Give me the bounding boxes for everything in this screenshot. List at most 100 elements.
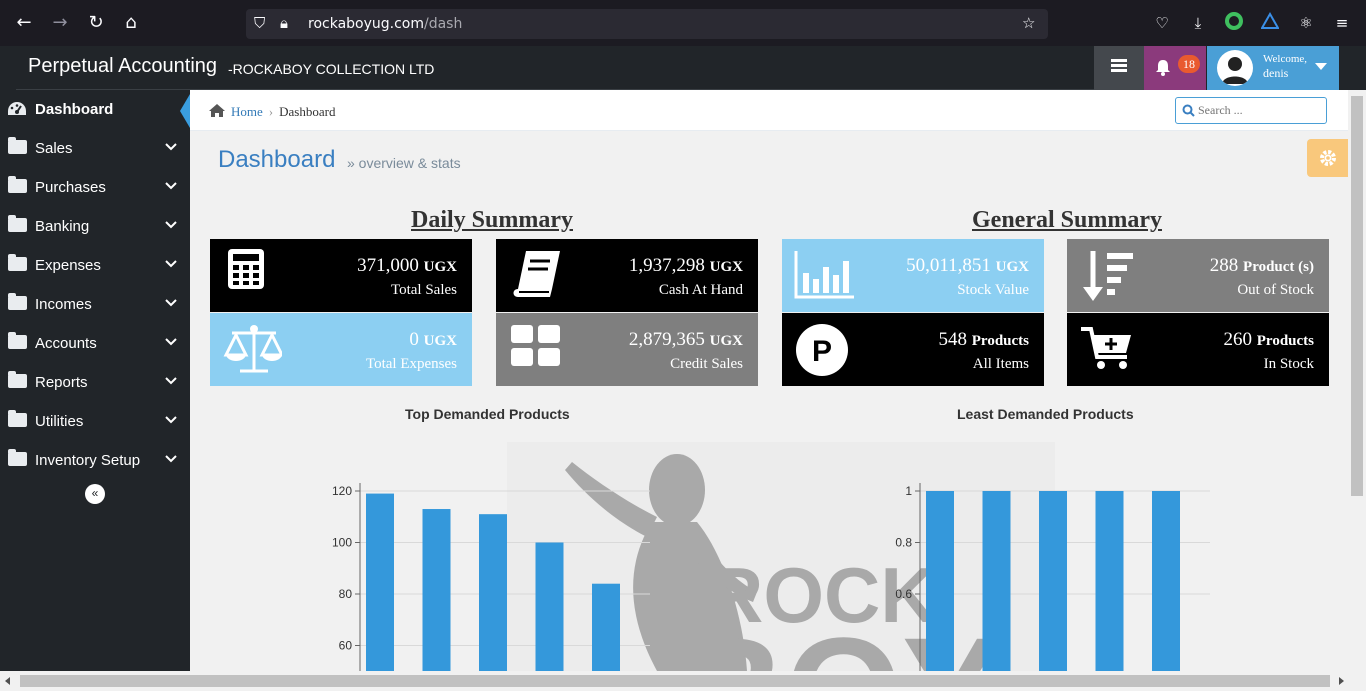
bar[interactable] bbox=[535, 542, 564, 672]
card-total-sales[interactable]: 371,000 UGX Total Sales bbox=[210, 239, 472, 312]
extension-triangle-icon[interactable] bbox=[1259, 11, 1281, 34]
bar[interactable] bbox=[592, 583, 620, 671]
react-devtools-icon[interactable]: ⚛ bbox=[1299, 14, 1313, 32]
scroll-left-icon[interactable] bbox=[5, 677, 10, 685]
back-icon[interactable]: ← bbox=[16, 12, 32, 33]
bar[interactable] bbox=[422, 509, 451, 671]
sidebar-item-label: Expenses bbox=[35, 257, 101, 274]
download-icon[interactable]: ⤓ bbox=[1194, 14, 1202, 32]
search-box[interactable] bbox=[1175, 97, 1327, 124]
sidebar-collapse-button[interactable]: « bbox=[85, 484, 105, 504]
sidebar-item-sales[interactable]: Sales bbox=[0, 129, 190, 168]
card-value: 371,000 UGX bbox=[357, 255, 457, 276]
vertical-scrollbar-thumb[interactable] bbox=[1351, 96, 1363, 496]
gear-icon bbox=[1320, 150, 1336, 166]
breadcrumb-home-link[interactable]: Home bbox=[231, 104, 263, 119]
chevron-down-icon bbox=[165, 182, 177, 190]
card-label: Total Sales bbox=[390, 282, 457, 298]
active-indicator bbox=[180, 94, 190, 128]
sidebar-item-incomes[interactable]: Incomes bbox=[0, 285, 190, 324]
main-content: Home › Dashboard Dashboard » overview & st… bbox=[190, 90, 1348, 671]
y-tick-label: 1 bbox=[905, 484, 912, 498]
bar[interactable] bbox=[982, 491, 1011, 671]
sidebar-item-expenses[interactable]: Expenses bbox=[0, 246, 190, 285]
theme-settings-button[interactable] bbox=[1307, 139, 1348, 177]
bar[interactable] bbox=[926, 491, 954, 671]
sidebar-item-reports[interactable]: Reports bbox=[0, 363, 190, 402]
chevron-down-icon bbox=[165, 338, 177, 346]
bar[interactable] bbox=[366, 493, 394, 671]
url-text[interactable]: rockaboyug.com/dash bbox=[308, 16, 463, 32]
folder-icon bbox=[8, 254, 27, 271]
app-menu-icon[interactable]: ≡ bbox=[1335, 14, 1349, 32]
lock-icon[interactable]: 🔒︎ bbox=[280, 14, 288, 32]
bookmark-star-icon[interactable]: ☆ bbox=[1022, 14, 1036, 32]
card-value: 548 Products bbox=[938, 329, 1029, 350]
quick-menu-button[interactable] bbox=[1094, 46, 1144, 90]
bar[interactable] bbox=[1152, 491, 1180, 671]
card-in-stock[interactable]: 260 Products In Stock bbox=[1067, 313, 1329, 386]
bar[interactable] bbox=[1039, 491, 1067, 671]
shield-icon[interactable]: ⛉ bbox=[254, 14, 266, 32]
url-bar[interactable]: ⛉ 🔒︎ rockaboyug.com/dash ☆ bbox=[246, 9, 1048, 39]
folder-icon bbox=[8, 137, 27, 154]
pocket-icon[interactable]: ♡ bbox=[1155, 14, 1169, 32]
watermark-text: ROCK bbox=[707, 551, 937, 639]
reload-icon[interactable]: ↻ bbox=[88, 12, 104, 33]
sidebar-item-dashboard[interactable]: Dashboard bbox=[0, 90, 190, 129]
card-credit-sales[interactable]: 2,879,365 UGX Credit Sales bbox=[496, 313, 758, 386]
card-all-items[interactable]: P 548 Products All Items bbox=[782, 313, 1044, 386]
sidebar-item-label: Reports bbox=[35, 374, 88, 391]
y-tick-label: 0.6 bbox=[895, 587, 912, 601]
general-summary-title: General Summary bbox=[972, 207, 1162, 233]
y-tick-label: 80 bbox=[339, 587, 353, 601]
chevron-down-icon bbox=[165, 416, 177, 424]
sidebar-item-banking[interactable]: Banking bbox=[0, 207, 190, 246]
chart-least-demanded: 0.6 0.8 1 bbox=[895, 483, 1210, 671]
home-icon[interactable]: ⌂ bbox=[125, 12, 137, 33]
list-icon bbox=[1111, 59, 1127, 72]
card-value: 288 Product (s) bbox=[1209, 255, 1314, 276]
sidebar-item-inventory-setup[interactable]: Inventory Setup bbox=[0, 441, 190, 480]
card-total-expenses[interactable]: 0 UGX Total Expenses bbox=[210, 313, 472, 386]
card-value: 2,879,365 UGX bbox=[628, 329, 743, 350]
card-cash-at-hand[interactable]: 1,937,298 UGX Cash At Hand bbox=[496, 239, 758, 312]
chevron-down-icon bbox=[165, 299, 177, 307]
extension-green-icon[interactable] bbox=[1223, 12, 1245, 34]
card-label: Total Expenses bbox=[365, 356, 457, 372]
card-out-of-stock[interactable]: 288 Product (s) Out of Stock bbox=[1067, 239, 1329, 312]
sidebar-item-utilities[interactable]: Utilities bbox=[0, 402, 190, 441]
folder-icon bbox=[8, 176, 27, 193]
avatar bbox=[1217, 50, 1253, 86]
sidebar-item-accounts[interactable]: Accounts bbox=[0, 324, 190, 363]
horizontal-scrollbar-thumb[interactable] bbox=[20, 675, 1330, 687]
search-input[interactable] bbox=[1198, 102, 1322, 119]
card-stock-value[interactable]: 50,011,851 UGX Stock Value bbox=[782, 239, 1044, 312]
bar[interactable] bbox=[479, 514, 507, 671]
tachometer-icon bbox=[8, 102, 26, 115]
page-title: Dashboard bbox=[218, 146, 336, 173]
forward-icon[interactable]: → bbox=[52, 12, 68, 33]
page-bar: Home › Dashboard bbox=[190, 90, 1348, 131]
user-menu[interactable]: Welcome, denis bbox=[1207, 46, 1339, 90]
bar[interactable] bbox=[1095, 491, 1124, 671]
notifications-button[interactable]: 18 bbox=[1144, 46, 1206, 90]
y-tick-label: 100 bbox=[332, 536, 352, 550]
sidebar-item-label: Incomes bbox=[35, 296, 92, 313]
chart-title-top: Top Demanded Products bbox=[405, 406, 570, 422]
folder-icon bbox=[8, 332, 27, 349]
header-divider bbox=[16, 89, 1096, 90]
scroll-right-icon[interactable] bbox=[1339, 677, 1344, 685]
company-name: -ROCKABOY COLLECTION LTD bbox=[228, 61, 435, 77]
svg-text:P: P bbox=[812, 335, 832, 368]
sidebar-item-purchases[interactable]: Purchases bbox=[0, 168, 190, 207]
card-label: In Stock bbox=[1263, 356, 1314, 372]
home-icon bbox=[209, 104, 225, 117]
card-label: Out of Stock bbox=[1237, 282, 1314, 298]
folder-icon bbox=[8, 449, 27, 466]
breadcrumb-current: Dashboard bbox=[279, 104, 336, 119]
page-subtitle: » overview & stats bbox=[347, 155, 461, 171]
card-label: All Items bbox=[972, 356, 1029, 372]
app-header: Perpetual Accounting -ROCKABOY COLLECTIO… bbox=[0, 46, 1366, 90]
sidebar-item-label: Banking bbox=[35, 218, 90, 235]
